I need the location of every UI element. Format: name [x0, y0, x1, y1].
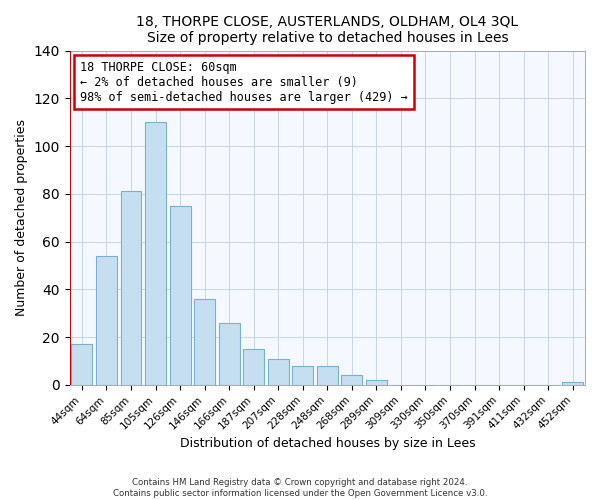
- Text: 18 THORPE CLOSE: 60sqm
← 2% of detached houses are smaller (9)
98% of semi-detac: 18 THORPE CLOSE: 60sqm ← 2% of detached …: [80, 60, 408, 104]
- Bar: [366, 380, 387, 385]
- Title: 18, THORPE CLOSE, AUSTERLANDS, OLDHAM, OL4 3QL
Size of property relative to deta: 18, THORPE CLOSE, AUSTERLANDS, OLDHAM, O…: [136, 15, 518, 45]
- Bar: [341, 376, 362, 385]
- Bar: [194, 299, 215, 385]
- Bar: [145, 122, 166, 385]
- Y-axis label: Number of detached properties: Number of detached properties: [15, 119, 28, 316]
- X-axis label: Distribution of detached houses by size in Lees: Distribution of detached houses by size …: [179, 437, 475, 450]
- Bar: [96, 256, 117, 385]
- Bar: [71, 344, 92, 385]
- Bar: [317, 366, 338, 385]
- Bar: [219, 323, 239, 385]
- Bar: [562, 382, 583, 385]
- Text: Contains HM Land Registry data © Crown copyright and database right 2024.
Contai: Contains HM Land Registry data © Crown c…: [113, 478, 487, 498]
- Bar: [292, 366, 313, 385]
- Bar: [121, 192, 142, 385]
- Bar: [268, 358, 289, 385]
- Bar: [170, 206, 191, 385]
- Bar: [243, 349, 264, 385]
